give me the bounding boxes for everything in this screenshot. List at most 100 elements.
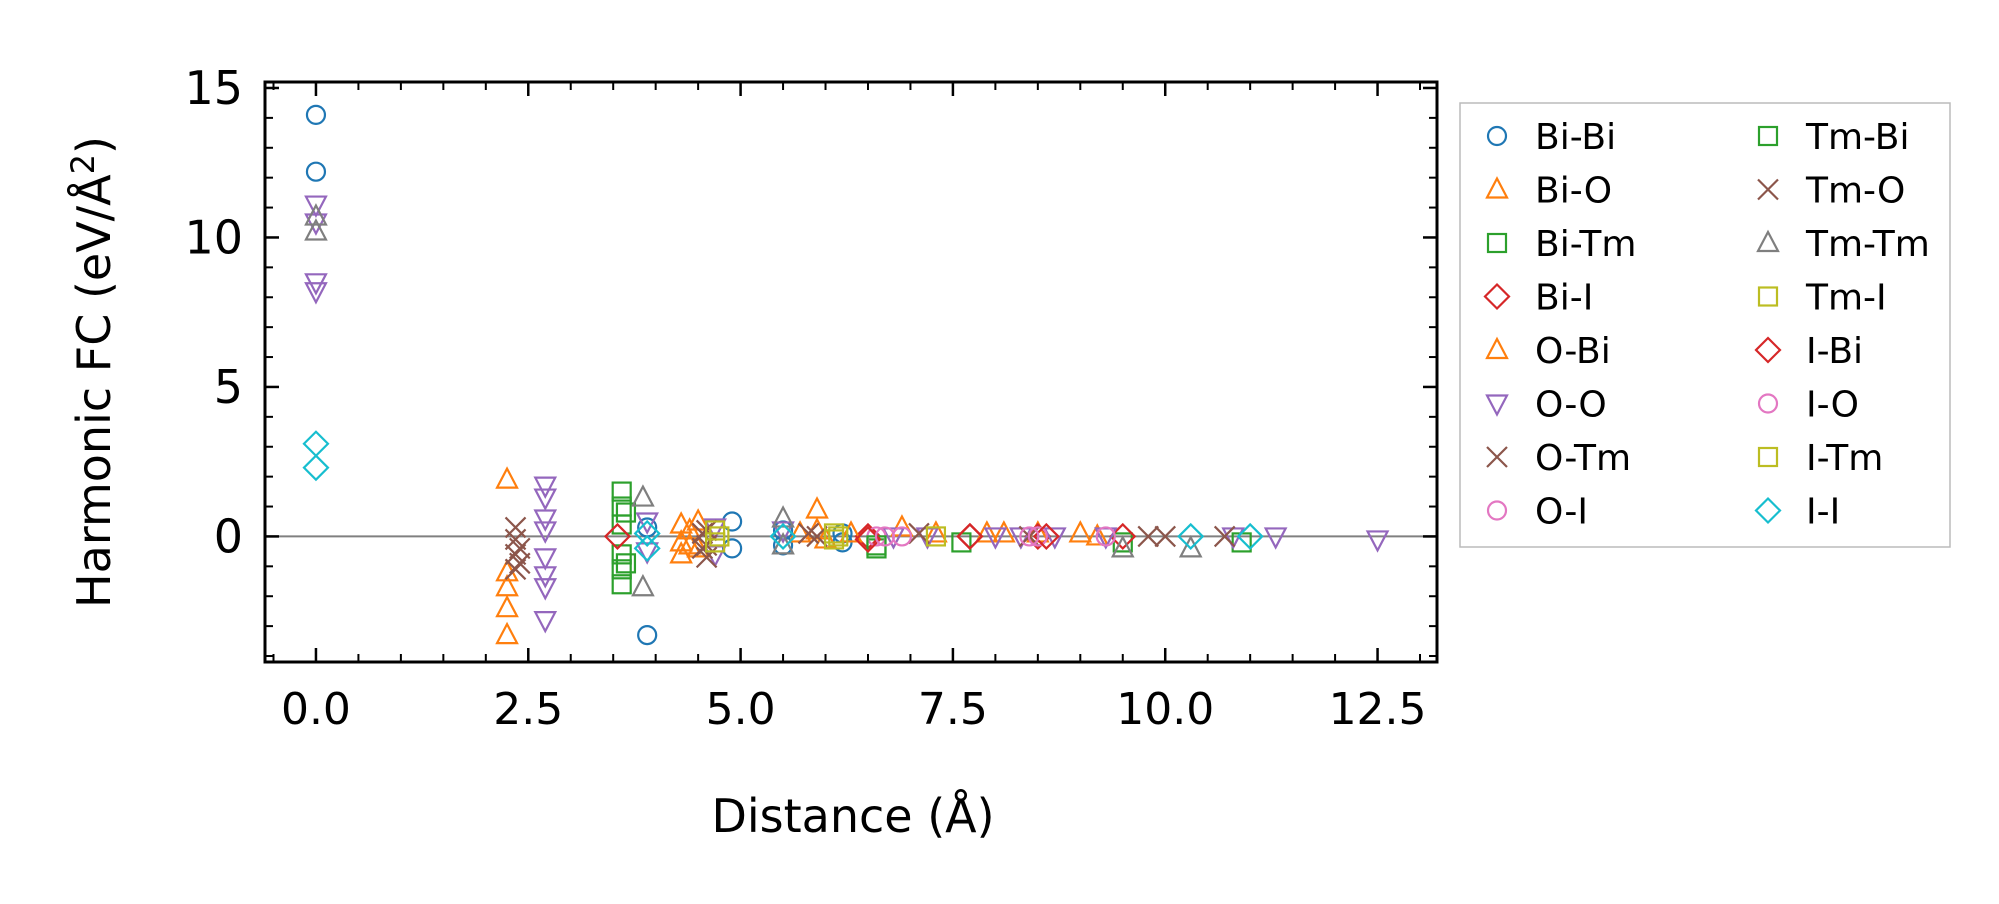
legend-item-o-tm: O-Tm	[1486, 438, 1631, 479]
point-i-tm	[828, 526, 849, 547]
point-bi-o	[495, 621, 519, 645]
legend-item-bi-o: Bi-O	[1485, 171, 1612, 212]
point-bi-tm	[611, 481, 632, 502]
point-i-bi	[956, 522, 984, 550]
point-o-tm	[504, 558, 527, 581]
point-i-i	[633, 534, 661, 562]
point-i-i	[302, 454, 330, 482]
legend-item-bi-i: Bi-I	[1483, 278, 1593, 319]
point-o-bi	[992, 520, 1016, 543]
legend-item-i-i: I-I	[1754, 492, 1840, 533]
legend-marker-tm-i	[1757, 286, 1779, 307]
point-o-o	[533, 488, 558, 511]
point-tm-i	[705, 532, 726, 553]
legend-item-o-i: O-I	[1486, 492, 1588, 533]
point-o-o	[304, 282, 328, 305]
point-tm-tm	[304, 218, 328, 241]
point-tm-o	[806, 525, 828, 548]
point-o-bi	[677, 532, 702, 555]
series-bi-o	[495, 466, 1093, 645]
y-tick-label: 15	[184, 61, 243, 115]
legend-item-tm-tm: Tm-Tm	[1756, 224, 1930, 265]
point-o-o	[533, 566, 558, 589]
legend-marker-bi-o	[1485, 176, 1509, 199]
x-axis-label: Distance (Å)	[711, 789, 994, 843]
point-tm-tm	[304, 203, 328, 226]
point-bi-bi	[722, 538, 743, 559]
point-tm-i	[705, 520, 726, 541]
series-i-tm	[709, 526, 849, 547]
legend-item-bi-bi: Bi-Bi	[1486, 117, 1616, 158]
legend-label-bi-bi: Bi-Bi	[1535, 117, 1616, 158]
point-o-tm	[1213, 525, 1236, 548]
point-tm-tm	[771, 505, 795, 528]
data-points	[302, 104, 1390, 646]
point-bi-o	[495, 466, 519, 489]
point-o-tm	[908, 522, 930, 545]
series-tm-i	[705, 520, 947, 553]
legend-label-o-tm: O-Tm	[1535, 438, 1631, 479]
point-i-o	[874, 526, 896, 547]
legend-label-i-i: I-I	[1806, 492, 1840, 533]
legend-label-o-o: O-O	[1535, 385, 1607, 426]
legend-label-i-o: I-O	[1806, 385, 1859, 426]
point-o-i	[1095, 526, 1116, 547]
x-tick-label: 10.0	[1116, 684, 1214, 735]
point-tm-tm	[1178, 535, 1203, 558]
series-bi-bi	[305, 104, 853, 646]
legend-item-i-tm: I-Tm	[1757, 438, 1883, 479]
y-tick-label: 0	[214, 509, 243, 563]
legend-box	[1459, 102, 1951, 548]
legend-label-tm-bi: Tm-Bi	[1805, 117, 1909, 158]
y-axis-label-main: Harmonic FC (eV/Å	[67, 174, 121, 608]
legend-item-i-o: I-O	[1757, 385, 1859, 426]
point-bi-o	[495, 594, 519, 618]
series-tm-o	[509, 522, 1177, 575]
legend-marker-tm-o	[1757, 178, 1779, 201]
x-tick-label: 2.5	[493, 684, 563, 735]
legend-item-tm-o: Tm-O	[1757, 171, 1905, 212]
legend: Bi-Bi Bi-O Bi-Tm Bi-I O-Bi O-O O-Tm O-I Tm-Bi Tm-…	[1459, 102, 1951, 548]
legend-marker-i-tm	[1757, 446, 1779, 468]
x-tick-label: 0.0	[281, 684, 351, 735]
legend-marker-bi-bi	[1486, 125, 1508, 147]
series-o-o	[304, 195, 1390, 634]
point-i-i	[302, 430, 330, 458]
point-o-o	[533, 509, 558, 532]
legend-marker-o-tm	[1486, 446, 1508, 468]
point-o-bi	[677, 517, 702, 540]
x-tick-label: 5.0	[706, 684, 776, 735]
legend-label-o-i: O-I	[1535, 492, 1588, 533]
legend-marker-o-bi	[1485, 336, 1509, 360]
point-bi-bi	[637, 624, 658, 646]
point-i-i	[769, 522, 797, 550]
point-o-o	[881, 527, 906, 550]
point-o-o	[635, 512, 659, 535]
x-tick-label: 12.5	[1329, 684, 1427, 735]
point-o-o	[533, 578, 558, 601]
point-o-o	[304, 195, 328, 218]
point-tm-o	[691, 537, 714, 560]
point-o-tm	[1137, 525, 1160, 548]
legend-marker-i-o	[1757, 393, 1779, 414]
point-bi-o	[975, 520, 999, 543]
legend-label-bi-tm: Bi-Tm	[1535, 224, 1636, 265]
point-tm-i	[823, 529, 845, 550]
x-tick-label: 7.5	[918, 684, 988, 735]
y-tick-label: 10	[184, 210, 243, 264]
point-bi-bi	[305, 161, 327, 182]
tick-labels: 0.0 2.5 5.0 7.5 10.0 12.5 0 5 10 15	[184, 61, 1426, 735]
legend-item-tm-bi: Tm-Bi	[1757, 117, 1909, 158]
legend-item-i-bi: I-Bi	[1754, 331, 1863, 372]
legend-marker-o-o	[1485, 394, 1509, 417]
legend-label-bi-i: Bi-I	[1535, 278, 1593, 319]
point-o-bi	[1085, 523, 1110, 546]
legend-marker-tm-tm	[1756, 229, 1780, 253]
point-o-o	[533, 611, 558, 634]
series-i-i	[302, 430, 1264, 562]
legend-marker-i-i	[1754, 496, 1782, 525]
point-i-i	[633, 519, 661, 547]
point-tm-o	[509, 552, 531, 575]
point-bi-o	[890, 514, 914, 537]
